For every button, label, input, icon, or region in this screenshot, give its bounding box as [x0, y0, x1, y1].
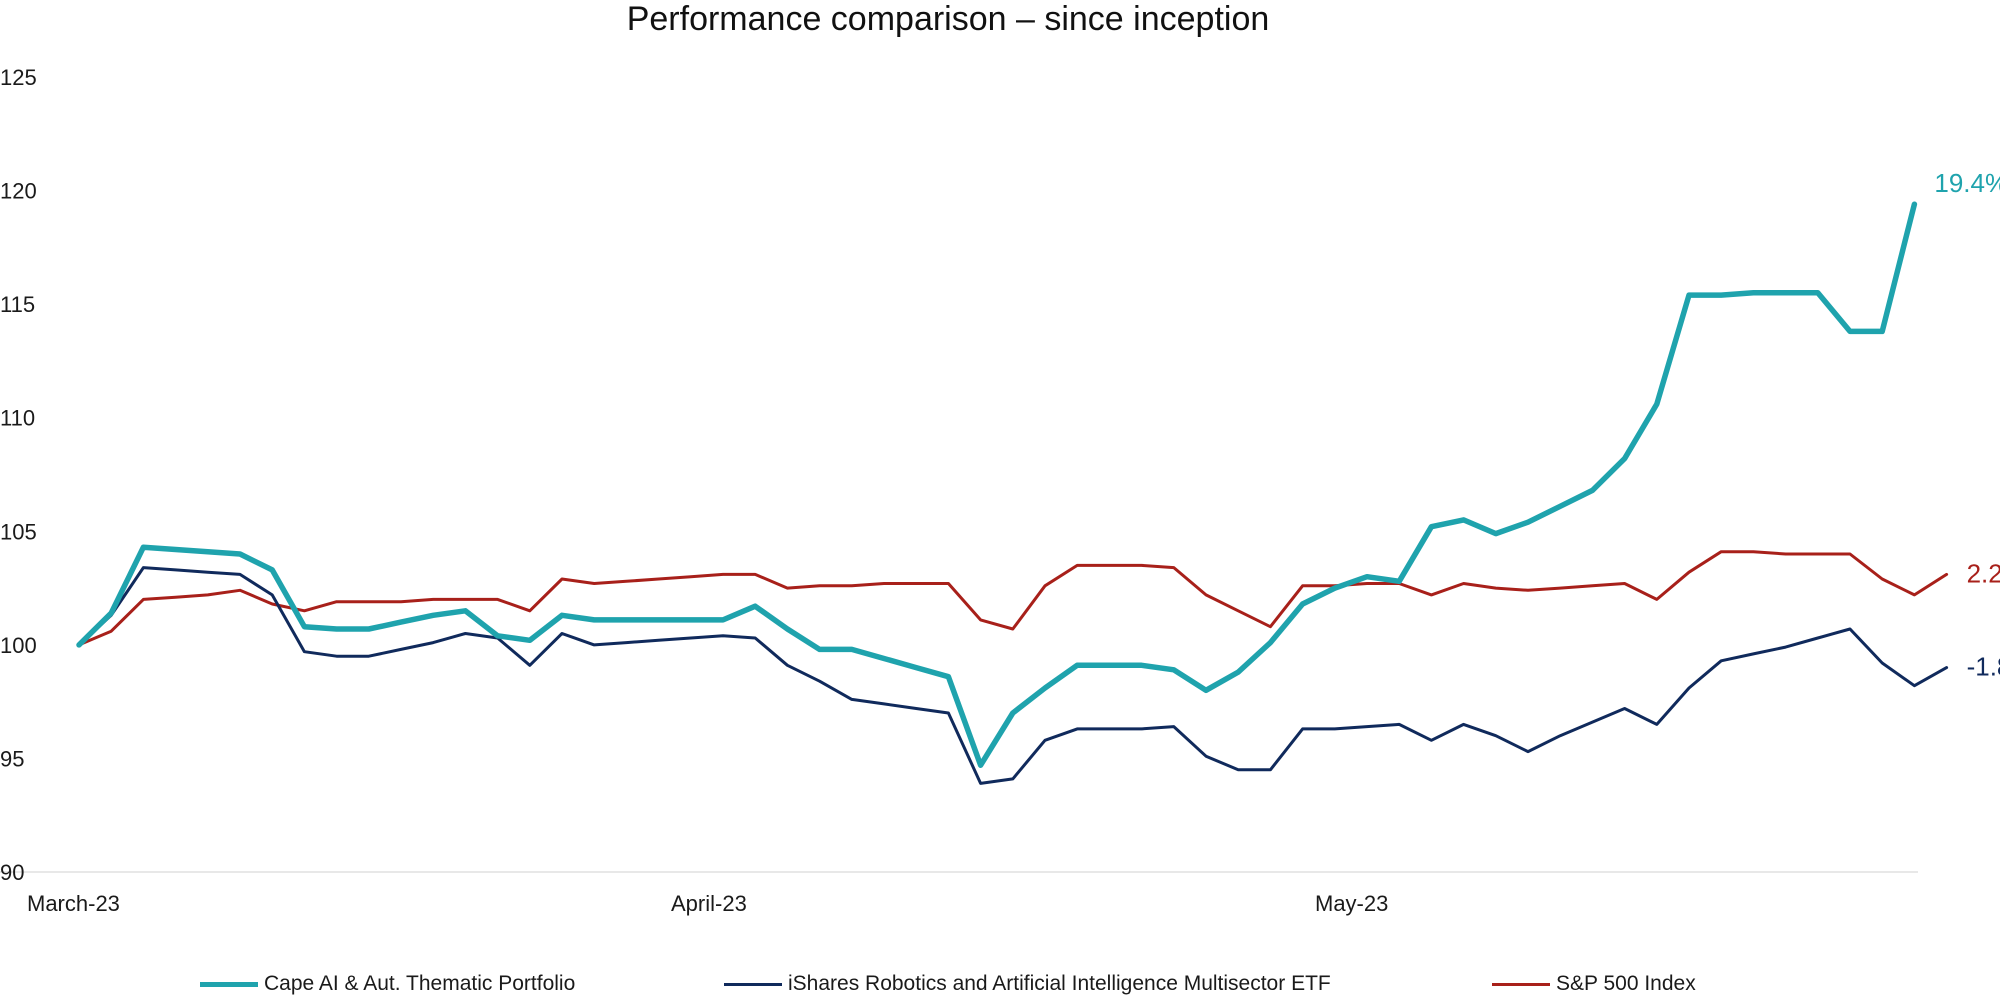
series-layer [76, 201, 1949, 785]
y-tick-label: 95 [0, 746, 24, 771]
y-tick-label: 110 [0, 406, 35, 431]
series-line-1 [77, 566, 1949, 785]
y-tick-label: 100 [0, 633, 37, 658]
legend-swatch-sp500 [1492, 982, 1550, 986]
end-value-label: 19.4% [1934, 168, 2000, 198]
series-line-0 [76, 201, 1918, 768]
series-line-2 [77, 550, 1949, 647]
y-tick-label: 120 [0, 179, 37, 204]
x-tick-label: March-23 [27, 891, 120, 916]
legend-item-ishares: iShares Robotics and Artificial Intellig… [724, 972, 1331, 996]
legend-label-sp500: S&P 500 Index [1556, 972, 1696, 995]
y-tick-label: 125 [0, 65, 37, 90]
chart-title: Performance comparison – since inception [626, 0, 1270, 38]
end-value-label: -1.8% [1967, 652, 2000, 682]
end-label-layer: 2.2% -1.8% 19.4% [1934, 168, 2000, 681]
x-tick-label: May-23 [1315, 891, 1388, 916]
y-tick-label: 90 [0, 860, 24, 885]
legend-label-ishares: iShares Robotics and Artificial Intellig… [788, 972, 1331, 995]
legend: Cape AI & Aut. Thematic Portfolio iShare… [0, 972, 2000, 1002]
y-tick-label: 115 [0, 292, 35, 317]
legend-item-cape: Cape AI & Aut. Thematic Portfolio [200, 972, 575, 996]
legend-label-cape: Cape AI & Aut. Thematic Portfolio [264, 972, 576, 995]
x-tick-label: April-23 [671, 891, 747, 916]
legend-swatch-cape [200, 981, 258, 987]
y-tick-label: 105 [0, 519, 37, 544]
legend-item-sp500: S&P 500 Index [1492, 972, 1696, 996]
end-value-label: 2.2% [1967, 558, 2000, 588]
legend-swatch-ishares [724, 982, 782, 986]
axis-layer: 90 95 100 105 110 115 120 125 March-23 April-23 Ma… [0, 65, 1918, 916]
